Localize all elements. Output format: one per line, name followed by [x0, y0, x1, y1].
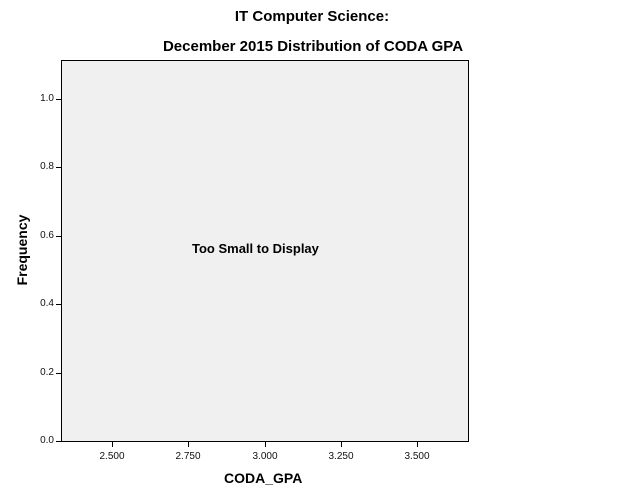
y-tick-label: 0.4 [40, 298, 54, 309]
chart-subtitle: December 2015 Distribution of CODA GPA [162, 38, 464, 55]
y-tick [56, 373, 61, 374]
x-axis-title: CODA_GPA [224, 470, 303, 486]
y-tick [56, 304, 61, 305]
y-tick [56, 441, 61, 442]
y-tick-label: 1.0 [40, 93, 54, 104]
y-tick [56, 167, 61, 168]
y-axis-title: Frequency [14, 214, 30, 286]
x-tick-label: 2.750 [175, 451, 201, 462]
x-tick [417, 442, 418, 447]
x-tick [265, 442, 266, 447]
x-tick [341, 442, 342, 447]
x-tick [112, 442, 113, 447]
y-tick [56, 99, 61, 100]
x-tick-label: 3.000 [252, 451, 278, 462]
y-tick-label: 0.8 [40, 161, 54, 172]
y-tick-label: 0.0 [40, 435, 54, 446]
y-tick [56, 236, 61, 237]
x-tick [188, 442, 189, 447]
y-tick-label: 0.2 [40, 367, 54, 378]
y-tick-label: 0.6 [40, 230, 54, 241]
chart-title: IT Computer Science: [234, 8, 390, 25]
x-tick-label: 3.500 [404, 451, 430, 462]
x-tick-label: 2.500 [99, 451, 125, 462]
plot-area [61, 60, 469, 442]
x-tick-label: 3.250 [328, 451, 354, 462]
too-small-message: Too Small to Display [192, 241, 319, 256]
